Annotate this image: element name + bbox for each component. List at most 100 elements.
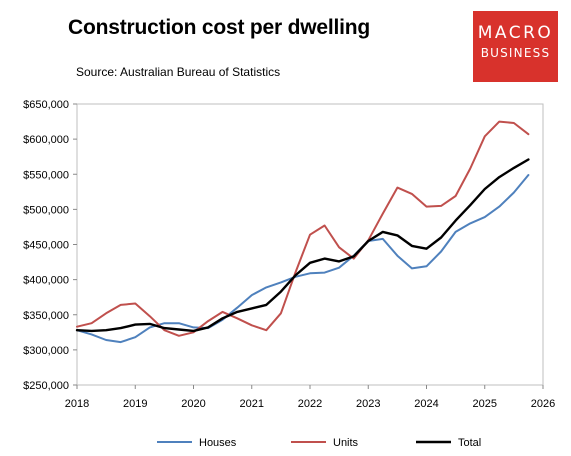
data-point-units <box>396 186 398 188</box>
data-point-houses <box>236 307 238 309</box>
data-point-houses <box>396 255 398 257</box>
data-point-units <box>178 335 180 337</box>
y-tick-label: $350,000 <box>23 310 69 322</box>
data-point-houses <box>309 272 311 274</box>
data-point-houses <box>527 174 529 176</box>
data-point-houses <box>425 265 427 267</box>
data-point-total <box>134 323 136 325</box>
data-point-units <box>338 246 340 248</box>
data-point-houses <box>120 341 122 343</box>
legend-item-total: Total <box>416 437 481 449</box>
data-point-total <box>207 326 209 328</box>
data-point-total <box>251 307 253 309</box>
data-point-total <box>163 327 165 329</box>
data-point-total <box>323 257 325 259</box>
series-units <box>76 120 530 337</box>
data-point-units <box>382 212 384 214</box>
data-point-units <box>265 329 267 331</box>
x-tick-label: 2022 <box>298 398 322 410</box>
data-point-units <box>251 324 253 326</box>
data-point-houses <box>134 336 136 338</box>
y-tick-label: $250,000 <box>23 380 69 392</box>
series-total <box>75 158 530 333</box>
legend-label-total: Total <box>458 437 481 449</box>
data-point-units <box>323 224 325 226</box>
series-line-total <box>75 158 530 333</box>
data-point-houses <box>498 205 500 207</box>
legend-item-houses: Houses <box>157 437 237 449</box>
data-point-houses <box>323 271 325 273</box>
axes: $250,000 $300,000 $350,000 $400,000 $450,000… <box>23 99 555 410</box>
data-point-houses <box>411 267 413 269</box>
data-point-units <box>440 205 442 207</box>
data-point-total <box>309 262 311 264</box>
data-point-total <box>513 167 515 169</box>
data-point-units <box>236 317 238 319</box>
data-point-houses <box>265 286 267 288</box>
data-point-total <box>192 330 194 332</box>
data-point-houses <box>280 281 282 283</box>
data-point-total <box>411 245 413 247</box>
data-point-units <box>309 234 311 236</box>
legend-item-units: Units <box>291 437 359 449</box>
data-point-units <box>134 302 136 304</box>
data-point-total <box>265 304 267 306</box>
data-point-units <box>425 205 427 207</box>
data-point-total <box>454 219 456 221</box>
data-point-total <box>527 158 529 160</box>
data-point-units <box>484 135 486 137</box>
data-point-total <box>498 176 500 178</box>
data-point-units <box>498 120 500 122</box>
x-tick-label: 2020 <box>181 398 205 410</box>
data-point-total <box>396 234 398 236</box>
data-point-houses <box>454 231 456 233</box>
chart-source: Source: Australian Bureau of Statistics <box>76 65 281 79</box>
data-point-units <box>527 133 529 135</box>
x-tick-label: 2026 <box>531 398 555 410</box>
data-point-total <box>367 240 369 242</box>
data-point-total <box>353 255 355 257</box>
logo-line-2: BUSINESS <box>480 46 551 60</box>
y-tick-label: $550,000 <box>23 169 69 181</box>
x-tick-label: 2025 <box>473 398 497 410</box>
x-tick-label: 2019 <box>123 398 147 410</box>
y-tick-label: $400,000 <box>23 275 69 287</box>
y-tick-label: $500,000 <box>23 204 69 216</box>
data-point-total <box>221 317 223 319</box>
data-point-units <box>454 195 456 197</box>
data-point-units <box>513 122 515 124</box>
series-line-units <box>76 120 530 337</box>
y-tick-label: $300,000 <box>23 345 69 357</box>
macro-business-logo: MACRO BUSINESS <box>473 11 558 82</box>
data-point-total <box>469 204 471 206</box>
data-point-total <box>76 329 78 331</box>
data-point-total <box>280 290 282 292</box>
data-point-total <box>105 329 107 331</box>
x-tick-label: 2023 <box>356 398 380 410</box>
y-tick-label: $600,000 <box>23 134 69 146</box>
data-point-total <box>294 274 296 276</box>
data-point-total <box>236 311 238 313</box>
data-point-houses <box>251 294 253 296</box>
series-layer <box>75 120 530 344</box>
data-point-units <box>90 322 92 324</box>
data-point-total <box>425 248 427 250</box>
data-point-houses <box>484 216 486 218</box>
chart-title: Construction cost per dwelling <box>68 16 371 39</box>
data-point-units <box>280 312 282 314</box>
data-point-units <box>221 311 223 313</box>
logo-line-1: MACRO <box>477 23 554 43</box>
series-line-houses <box>76 174 530 344</box>
series-houses <box>76 174 530 344</box>
y-tick-label: $450,000 <box>23 240 69 252</box>
data-point-houses <box>338 267 340 269</box>
data-point-units <box>469 167 471 169</box>
data-point-units <box>411 193 413 195</box>
data-point-units <box>149 315 151 317</box>
data-point-units <box>76 326 78 328</box>
data-point-total <box>90 330 92 332</box>
data-point-total <box>338 260 340 262</box>
y-tick-label: $650,000 <box>23 99 69 111</box>
